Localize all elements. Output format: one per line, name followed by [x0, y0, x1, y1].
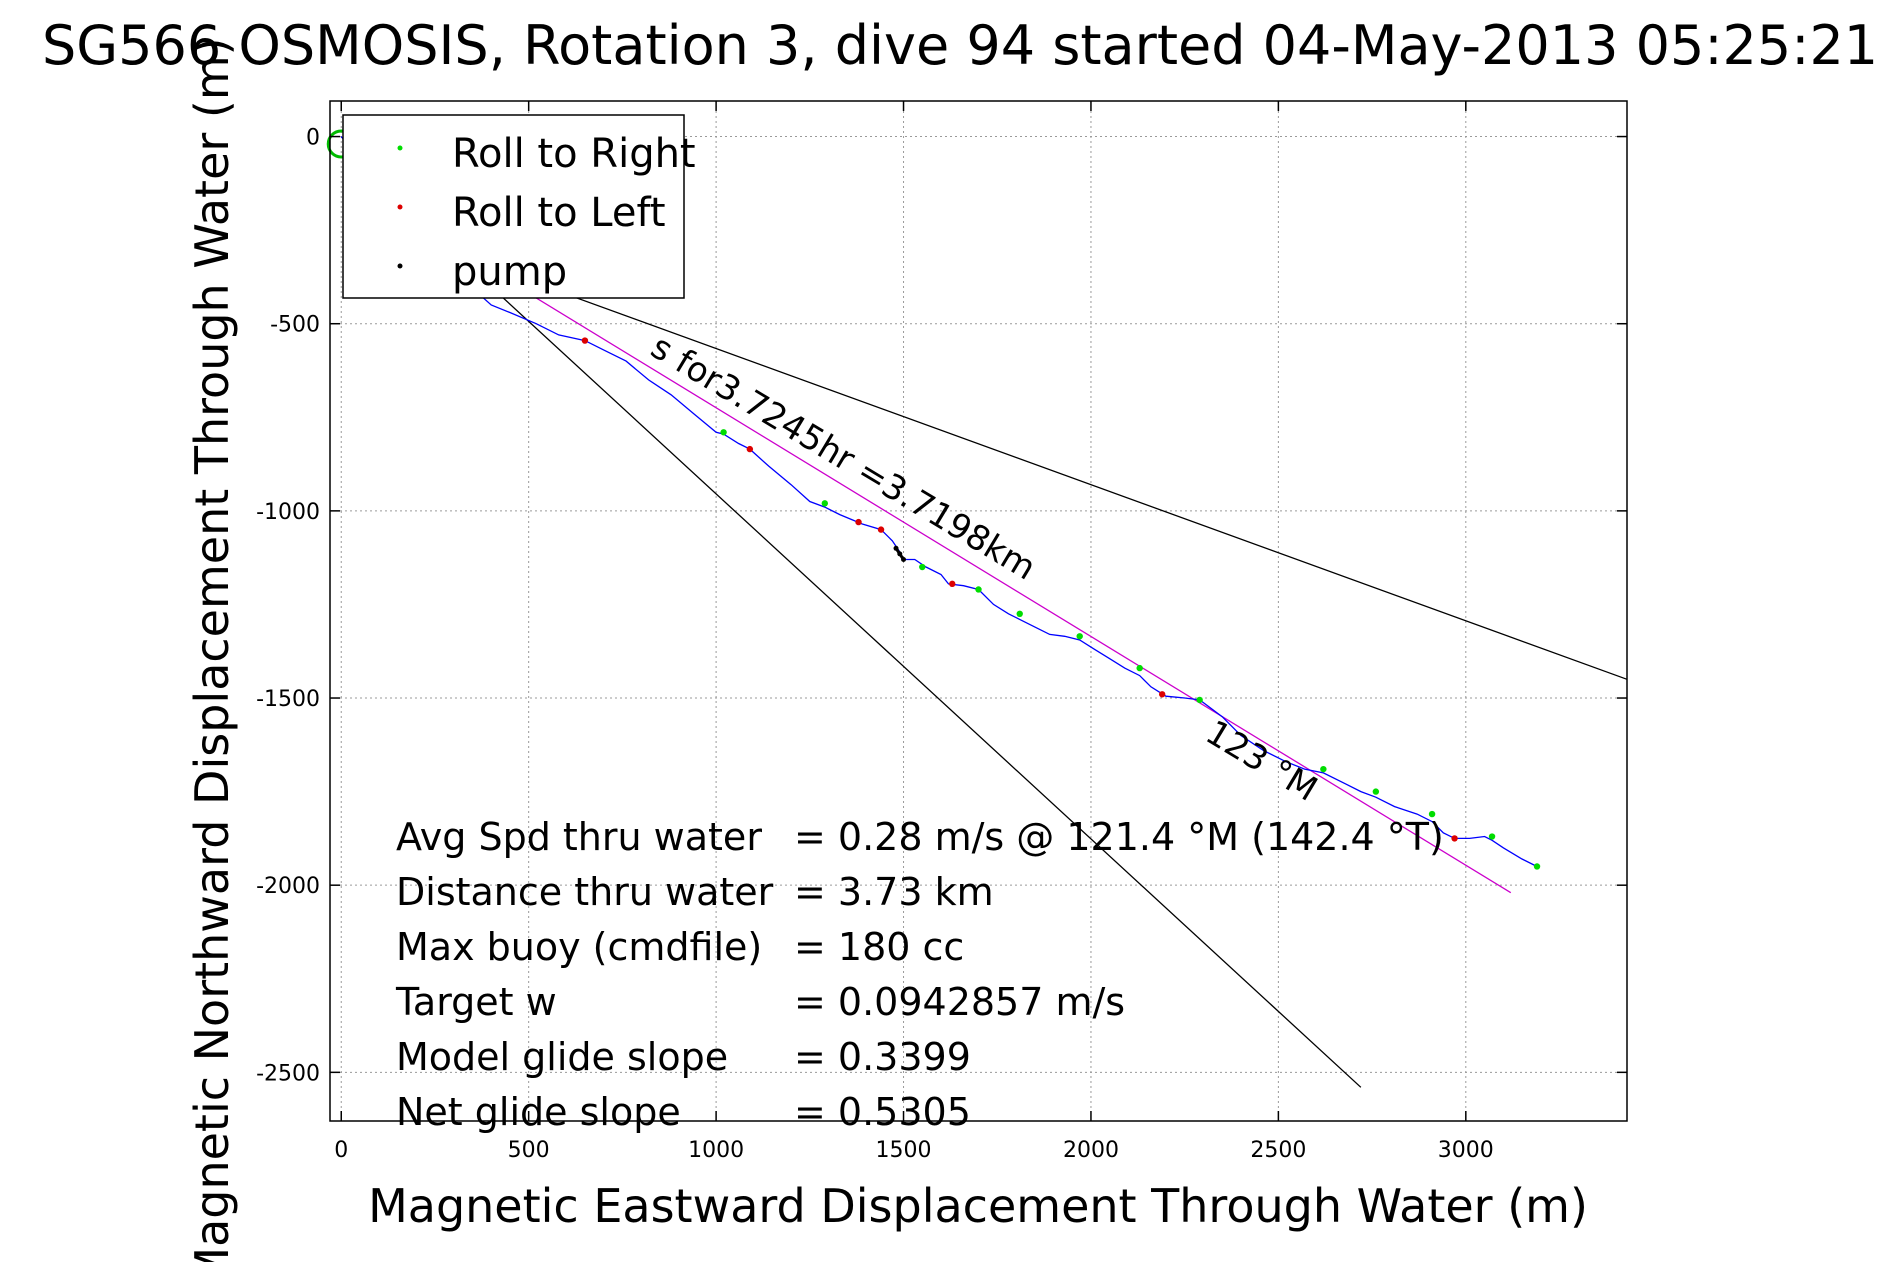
x-tick-label: 1500 — [876, 1138, 932, 1163]
roll-right-point — [1372, 788, 1380, 795]
annotation-heading: 123 °M — [1199, 713, 1324, 810]
x-tick-label: 500 — [508, 1138, 550, 1163]
annotations: s for3.7245hr =3.7198km 123 °M — [644, 327, 1324, 810]
roll-right-point — [1016, 610, 1023, 618]
stat-value: = 180 cc — [794, 925, 964, 969]
x-tick-label: 2000 — [1063, 1138, 1119, 1163]
roll-left-point — [581, 337, 589, 344]
roll-right-point — [1428, 810, 1436, 818]
stat-value: = 3.73 km — [794, 870, 994, 914]
y-tick-label: -1000 — [256, 500, 320, 525]
roll-right-point — [1136, 664, 1143, 672]
legend-marker — [397, 204, 403, 210]
legend-marker — [397, 263, 403, 269]
reference-line — [513, 274, 1628, 680]
x-tick-label: 0 — [334, 1138, 348, 1163]
roll-right-point — [919, 563, 926, 571]
stat-label: Net glide slope — [396, 1090, 681, 1134]
stat-value: = 0.3399 — [794, 1035, 971, 1079]
stat-label: Distance thru water — [396, 870, 774, 914]
x-tick-label: 2500 — [1250, 1138, 1306, 1163]
roll-right-point — [821, 500, 829, 507]
roll-right-point — [1320, 765, 1327, 773]
stat-label: Model glide slope — [396, 1035, 728, 1079]
reference-line — [498, 293, 1362, 1088]
stats-block: Avg Spd thru water = 0.28 m/s @ 121.4 °M … — [395, 815, 1444, 1134]
x-tick-label: 1000 — [688, 1138, 744, 1163]
roll-right-point — [720, 429, 727, 436]
stat-value: = 0.5305 — [794, 1090, 971, 1134]
roll-right-point — [1488, 833, 1496, 840]
reference-line — [498, 274, 1512, 894]
legend-label: Roll to Right — [452, 131, 696, 177]
stat-label: Target w — [395, 980, 557, 1024]
x-axis-label: Magnetic Eastward Displacement Through W… — [368, 1179, 1588, 1233]
y-tick-label: -2500 — [256, 1061, 320, 1086]
roll-left-point — [1158, 691, 1166, 698]
y-tick-label: -1500 — [256, 687, 320, 712]
pump-segment — [894, 547, 905, 561]
stat-label: Avg Spd thru water — [396, 815, 762, 859]
roll-left-point — [1451, 835, 1458, 842]
y-axis-label: Magnetic Northward Displacement Through … — [185, 37, 239, 1262]
legend-label: pump — [452, 249, 567, 295]
roll-right-point — [1076, 633, 1083, 640]
roll-left-point — [746, 445, 754, 453]
legend-label: Roll to Left — [452, 190, 666, 236]
y-tick-label: -2000 — [256, 874, 320, 899]
legend-marker — [397, 145, 403, 151]
y-tick-label: -500 — [270, 313, 320, 338]
stat-label: Max buoy (cmdfile) — [396, 925, 762, 969]
stat-value: = 0.0942857 m/s — [794, 980, 1125, 1024]
plot-frame — [329, 100, 1628, 1122]
annotation-current: s for3.7245hr =3.7198km — [644, 327, 1042, 588]
y-tick-label: 0 — [306, 126, 320, 151]
roll-markers — [581, 337, 1541, 870]
axis-ticks: 0 500 1000 1500 2000 2500 3000 0 -500 -1000 -1500 -… — [256, 101, 1627, 1163]
reference-lines — [498, 274, 1628, 1088]
legend: Roll to Right Roll to Left pump — [342, 114, 696, 299]
chart-title: SG566 OSMOSIS, Rotation 3, dive 94 start… — [42, 14, 1878, 77]
roll-left-point — [877, 526, 885, 533]
roll-right-point — [975, 586, 982, 593]
roll-left-point — [949, 580, 956, 588]
x-tick-label: 3000 — [1438, 1138, 1494, 1163]
roll-right-point — [1533, 863, 1541, 870]
roll-right-point — [1196, 696, 1203, 704]
roll-left-point — [855, 518, 862, 526]
track-line — [340, 136, 1538, 868]
stat-value: = 0.28 m/s @ 121.4 °M (142.4 °T) — [794, 815, 1444, 859]
